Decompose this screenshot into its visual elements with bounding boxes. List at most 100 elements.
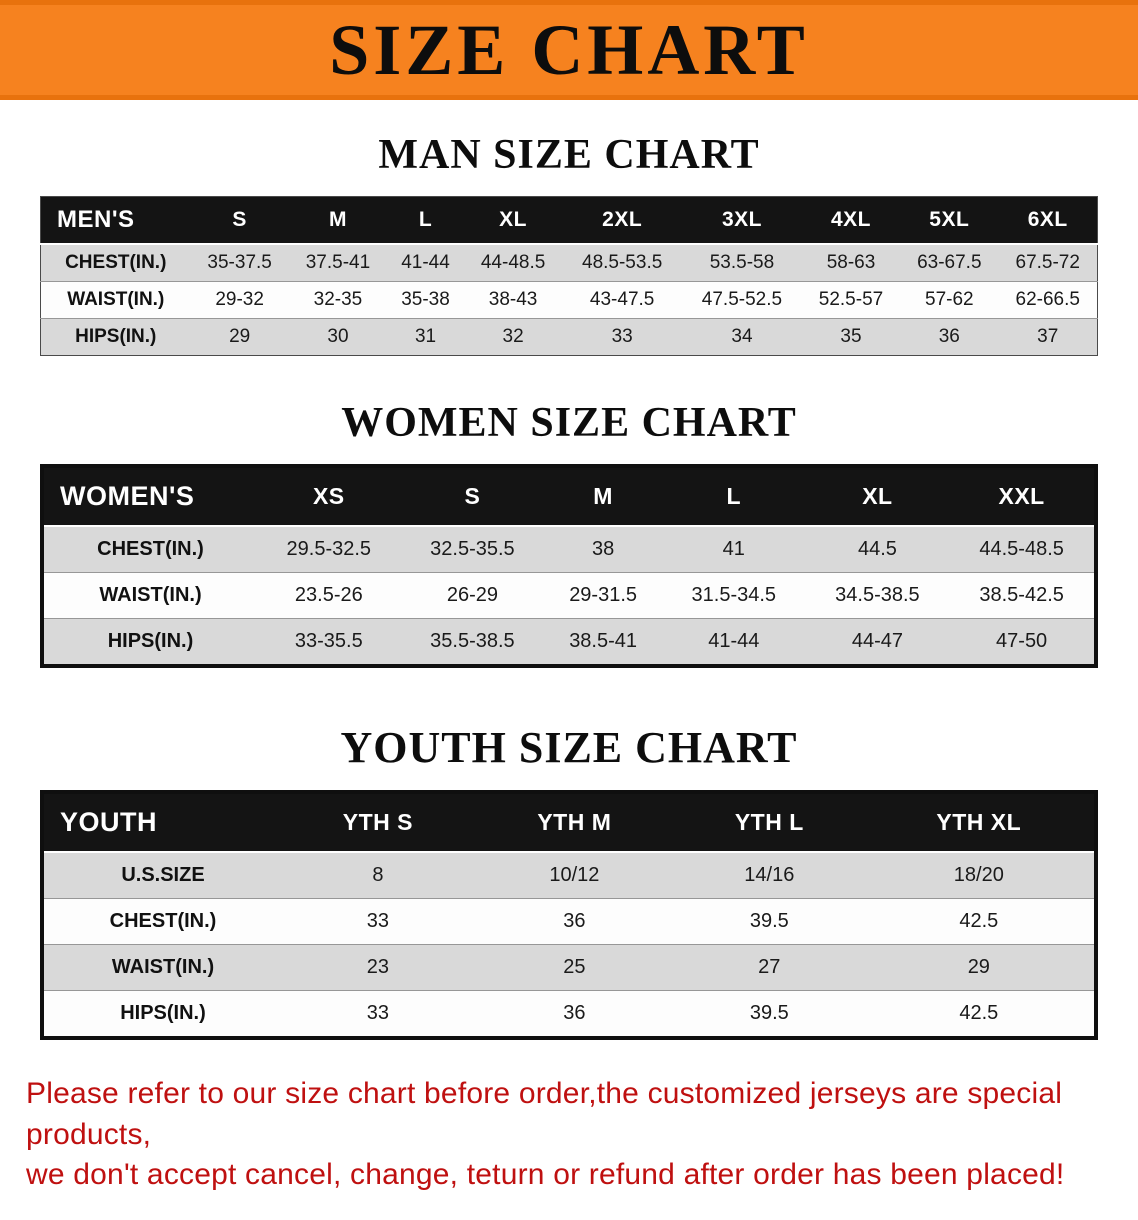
size-value: 44.5 bbox=[805, 525, 950, 573]
size-value: 31.5-34.5 bbox=[661, 572, 806, 619]
size-value: 32-35 bbox=[288, 281, 388, 319]
size-column-header: YTH S bbox=[282, 792, 474, 853]
disclaimer-line-1: Please refer to our size chart before or… bbox=[26, 1077, 1063, 1151]
size-value: 25 bbox=[473, 944, 675, 991]
table-row: HIPS(IN.) 29 30 31 32 33 34 35 36 37 bbox=[40, 318, 1098, 356]
size-value: 27 bbox=[674, 944, 864, 991]
men-section-heading: MAN SIZE CHART bbox=[378, 132, 760, 178]
size-value: 39.5 bbox=[674, 990, 864, 1038]
youth-size-table: YOUTH YTH S YTH M YTH L YTH XL U.S.SIZE 8 10/12… bbox=[40, 790, 1098, 1040]
size-value: 44-48.5 bbox=[463, 243, 563, 282]
banner-title: SIZE CHART bbox=[329, 10, 809, 90]
disclaimer-note: Please refer to our size chart before or… bbox=[26, 1074, 1112, 1196]
size-value: 33 bbox=[282, 898, 474, 945]
size-value: 31 bbox=[387, 318, 464, 356]
size-column-header: YTH L bbox=[674, 792, 864, 853]
size-value: 34.5-38.5 bbox=[805, 572, 950, 619]
row-label: WAIST(IN.) bbox=[42, 572, 257, 619]
table-row: CHEST(IN.) 33 36 39.5 42.5 bbox=[42, 898, 1096, 945]
size-column-header: 2XL bbox=[562, 196, 683, 245]
size-value: 37.5-41 bbox=[288, 243, 388, 282]
men-size-table: MEN'S S M L XL 2XL 3XL 4XL 5XL 6XL CHEST(IN.) 35-37… bbox=[40, 196, 1098, 356]
size-value: 57-62 bbox=[900, 281, 999, 319]
size-value: 32 bbox=[463, 318, 563, 356]
size-value: 58-63 bbox=[801, 243, 901, 282]
size-chart-banner: SIZE CHART bbox=[0, 0, 1138, 100]
table-row: WAIST(IN.) 29-32 32-35 35-38 38-43 43-47.5 47.… bbox=[40, 281, 1098, 319]
size-charts-body: MAN SIZE CHART MEN'S S M L XL 2XL 3XL 4XL 5XL 6XL… bbox=[0, 134, 1138, 1040]
size-value: 33 bbox=[282, 990, 474, 1038]
row-label-header: YOUTH bbox=[42, 792, 282, 853]
youth-size-section: YOUTH SIZE CHART YOUTH YTH S YTH M YTH L YTH… bbox=[0, 726, 1138, 1040]
table-row: HIPS(IN.) 33-35.5 35.5-38.5 38.5-41 41-44 44-… bbox=[42, 618, 1096, 666]
size-column-header: L bbox=[661, 466, 806, 527]
table-row: CHEST(IN.) 29.5-32.5 32.5-35.5 38 41 44.5 44.5… bbox=[42, 525, 1096, 573]
size-value: 41 bbox=[661, 525, 806, 573]
size-value: 53.5-58 bbox=[682, 243, 802, 282]
women-size-section: WOMEN SIZE CHART WOMEN'S XS S M L XL XXL CHEST(… bbox=[0, 402, 1138, 668]
size-value: 29.5-32.5 bbox=[257, 525, 401, 573]
size-value: 38.5-41 bbox=[544, 618, 662, 666]
size-column-header: L bbox=[387, 196, 464, 245]
size-column-header: YTH M bbox=[473, 792, 675, 853]
table-row: HIPS(IN.) 33 36 39.5 42.5 bbox=[42, 990, 1096, 1038]
size-column-header: M bbox=[288, 196, 388, 245]
size-value: 38 bbox=[544, 525, 662, 573]
size-value: 67.5-72 bbox=[998, 243, 1098, 282]
row-label-header: MEN'S bbox=[40, 196, 191, 245]
row-label: WAIST(IN.) bbox=[42, 944, 282, 991]
size-value: 43-47.5 bbox=[562, 281, 683, 319]
size-value: 14/16 bbox=[674, 851, 864, 899]
size-column-header: 4XL bbox=[801, 196, 901, 245]
row-label: HIPS(IN.) bbox=[42, 990, 282, 1038]
size-value: 32.5-35.5 bbox=[400, 525, 545, 573]
size-value: 33 bbox=[562, 318, 683, 356]
size-column-header: S bbox=[190, 196, 289, 245]
size-value: 48.5-53.5 bbox=[562, 243, 683, 282]
size-value: 36 bbox=[473, 898, 675, 945]
women-section-heading: WOMEN SIZE CHART bbox=[341, 400, 797, 446]
row-label: HIPS(IN.) bbox=[40, 318, 191, 356]
row-label: CHEST(IN.) bbox=[42, 898, 282, 945]
size-value: 42.5 bbox=[863, 990, 1096, 1038]
size-value: 37 bbox=[998, 318, 1098, 356]
size-value: 47.5-52.5 bbox=[682, 281, 802, 319]
men-size-section: MAN SIZE CHART MEN'S S M L XL 2XL 3XL 4XL 5XL 6XL… bbox=[0, 134, 1138, 356]
size-value: 29 bbox=[863, 944, 1096, 991]
size-value: 39.5 bbox=[674, 898, 864, 945]
size-value: 35.5-38.5 bbox=[400, 618, 545, 666]
size-column-header: M bbox=[544, 466, 662, 527]
size-value: 41-44 bbox=[661, 618, 806, 666]
size-value: 29-31.5 bbox=[544, 572, 662, 619]
size-column-header: XL bbox=[805, 466, 950, 527]
size-value: 44-47 bbox=[805, 618, 950, 666]
size-value: 35-37.5 bbox=[190, 243, 289, 282]
row-label-header: WOMEN'S bbox=[42, 466, 257, 527]
women-size-table: WOMEN'S XS S M L XL XXL CHEST(IN.) 29.5-32.5 32.5… bbox=[40, 464, 1098, 668]
size-value: 23.5-26 bbox=[257, 572, 401, 619]
row-label: WAIST(IN.) bbox=[40, 281, 191, 319]
table-row: WAIST(IN.) 23.5-26 26-29 29-31.5 31.5-34.5 34… bbox=[42, 572, 1096, 619]
size-column-header: YTH XL bbox=[863, 792, 1096, 853]
size-value: 41-44 bbox=[387, 243, 464, 282]
table-header-row: YOUTH YTH S YTH M YTH L YTH XL bbox=[42, 792, 1096, 853]
size-value: 36 bbox=[900, 318, 999, 356]
size-value: 52.5-57 bbox=[801, 281, 901, 319]
youth-section-heading: YOUTH SIZE CHART bbox=[340, 723, 798, 772]
size-value: 44.5-48.5 bbox=[949, 525, 1096, 573]
row-label: CHEST(IN.) bbox=[42, 525, 257, 573]
size-value: 35-38 bbox=[387, 281, 464, 319]
row-label: U.S.SIZE bbox=[42, 851, 282, 899]
size-value: 47-50 bbox=[949, 618, 1096, 666]
size-value: 29-32 bbox=[190, 281, 289, 319]
disclaimer-line-2: we don't accept cancel, change, teturn o… bbox=[26, 1158, 1065, 1191]
size-column-header: XXL bbox=[949, 466, 1096, 527]
size-value: 63-67.5 bbox=[900, 243, 999, 282]
table-row: WAIST(IN.) 23 25 27 29 bbox=[42, 944, 1096, 991]
size-value: 26-29 bbox=[400, 572, 545, 619]
size-column-header: XL bbox=[463, 196, 563, 245]
size-value: 33-35.5 bbox=[257, 618, 401, 666]
size-value: 38-43 bbox=[463, 281, 563, 319]
size-value: 42.5 bbox=[863, 898, 1096, 945]
size-value: 30 bbox=[288, 318, 388, 356]
